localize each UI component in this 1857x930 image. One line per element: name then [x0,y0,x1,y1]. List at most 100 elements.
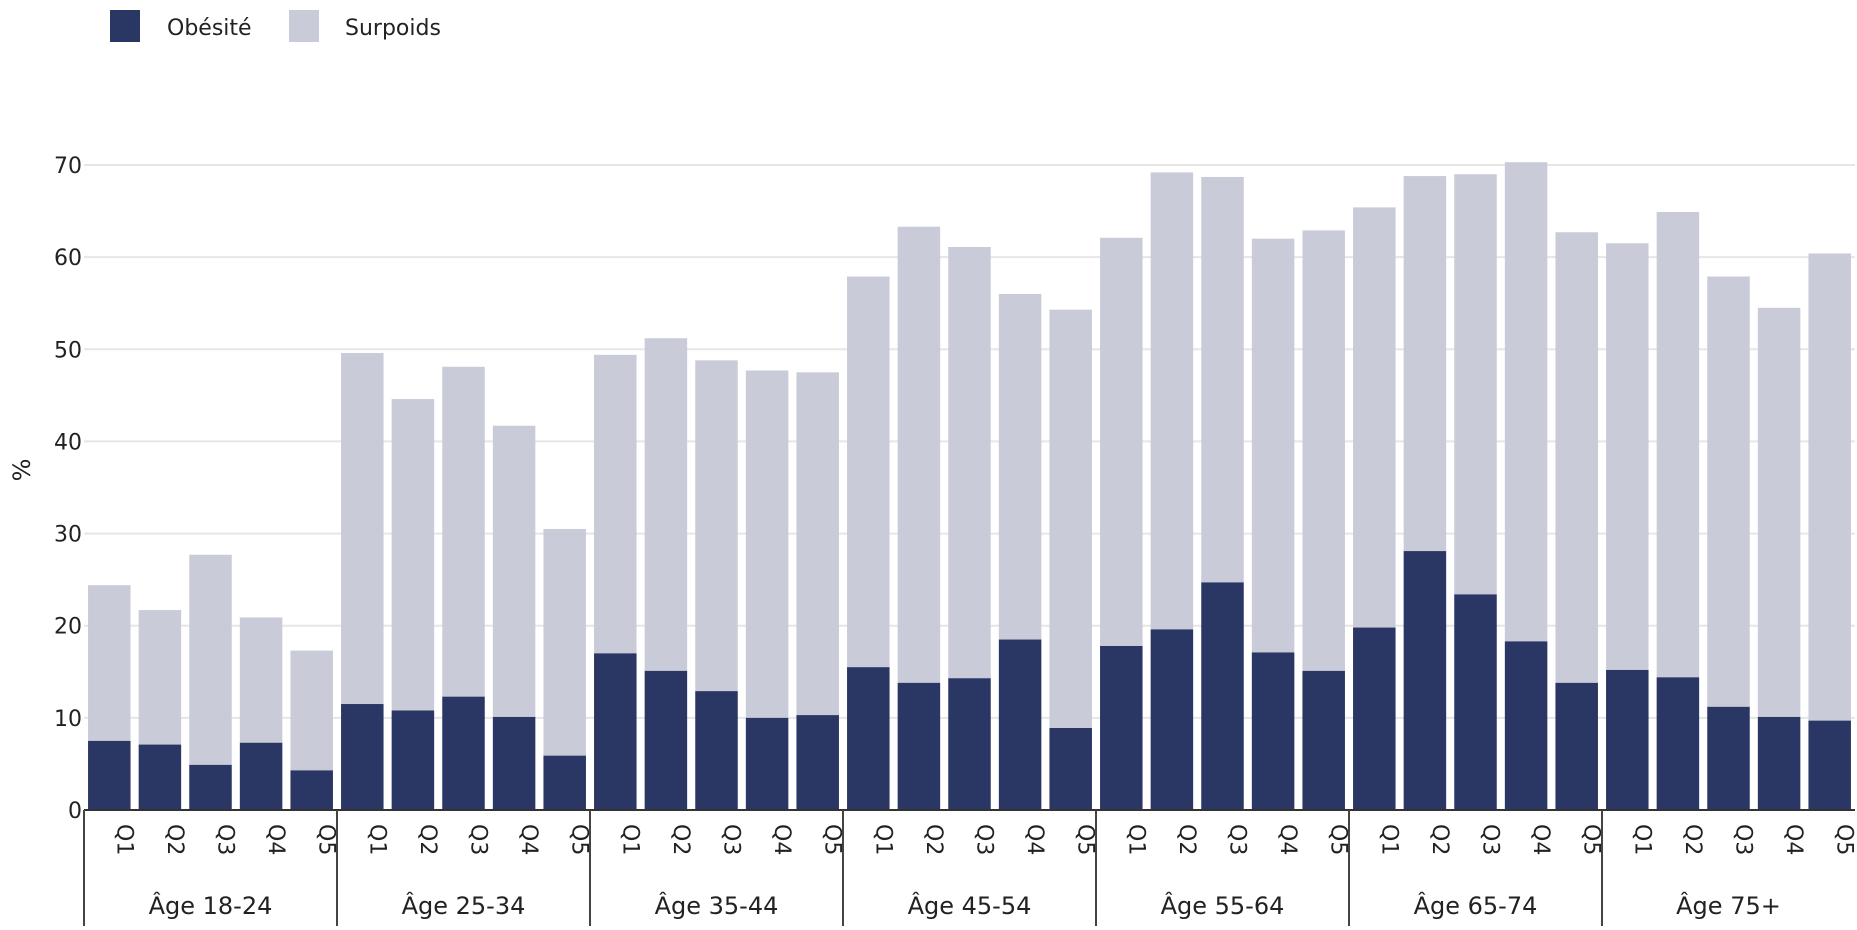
group-label: Âge 18-24 [149,891,273,920]
bar-obesite[interactable] [1757,716,1801,810]
legend-item-obesite[interactable]: Obésité [110,10,252,42]
bar-surpoids[interactable] [442,366,485,697]
group-label: Âge 75+ [1676,891,1781,920]
legend-swatch-obesite [110,10,140,42]
legend-item-surpoids[interactable]: Surpoids [289,10,441,42]
bar-obesite[interactable] [796,715,839,810]
x-tick-label: Q3 [466,824,491,855]
bar-surpoids[interactable] [1656,211,1700,678]
x-tick-label: Q2 [668,824,693,855]
bar-obesite[interactable] [1150,629,1194,810]
bar-surpoids[interactable] [1808,253,1851,721]
bar-obesite[interactable] [442,696,485,810]
x-tick-label: Q2 [415,824,440,855]
bar-obesite[interactable] [594,653,637,810]
bar-obesite[interactable] [1454,594,1497,810]
x-tick-label: Q1 [1123,824,1148,855]
bar-obesite[interactable] [1403,551,1447,810]
bar-obesite[interactable] [1555,682,1598,810]
bar-obesite[interactable] [695,691,738,810]
x-tick-label: Q4 [1781,824,1806,855]
bar-obesite[interactable] [745,717,789,810]
bar-obesite[interactable] [1606,669,1649,810]
bar-surpoids[interactable] [138,610,182,745]
bar-obesite[interactable] [492,716,536,810]
bar-surpoids[interactable] [341,352,384,705]
bar-surpoids[interactable] [948,247,991,679]
bar-obesite[interactable] [1808,720,1851,810]
bar-obesite[interactable] [897,682,941,810]
bar-surpoids[interactable] [189,554,232,765]
bar-obesite[interactable] [1049,727,1092,810]
x-tick-label: Q1 [111,824,136,855]
bar-surpoids[interactable] [644,338,688,671]
bar-obesite[interactable] [847,667,890,810]
bar-obesite[interactable] [1251,652,1295,810]
bar-surpoids[interactable] [1707,276,1750,707]
legend-swatch-surpoids [289,10,319,42]
x-tick-label: Q2 [162,824,187,855]
bar-obesite[interactable] [290,770,333,810]
bar-obesite[interactable] [543,755,586,810]
bar-obesite[interactable] [1504,641,1548,810]
bar-obesite[interactable] [948,678,991,810]
bar-surpoids[interactable] [1403,176,1447,552]
bar-surpoids[interactable] [695,360,738,692]
x-tick-label: Q4 [1022,824,1047,855]
x-tick-label: Q2 [1427,824,1452,855]
bar-surpoids[interactable] [796,372,839,716]
x-tick-label: Q1 [364,824,389,855]
bar-obesite[interactable] [1302,670,1345,810]
bar-surpoids[interactable] [1100,237,1143,646]
legend-label-surpoids: Surpoids [345,16,441,41]
bar-obesite[interactable] [1201,582,1244,810]
bar-surpoids[interactable] [1302,230,1345,671]
bar-obesite[interactable] [644,670,688,810]
bar-obesite[interactable] [239,742,283,810]
x-tick-label: Q4 [1528,824,1553,855]
bar-obesite[interactable] [88,740,131,810]
bar-obesite[interactable] [1707,706,1750,810]
bar-surpoids[interactable] [1201,176,1244,583]
bar-obesite[interactable] [1353,627,1396,810]
bars [88,162,1851,810]
bar-surpoids[interactable] [1251,238,1295,653]
bar-obesite[interactable] [1100,645,1143,810]
legend: Obésité Surpoids [110,10,441,42]
bar-surpoids[interactable] [1606,243,1649,670]
bar-surpoids[interactable] [998,294,1042,640]
bar-surpoids[interactable] [290,650,333,771]
bar-surpoids[interactable] [1454,174,1497,595]
bar-surpoids[interactable] [543,528,586,756]
bar-obesite[interactable] [998,639,1042,810]
x-tick-label: Q4 [769,824,794,855]
bar-surpoids[interactable] [88,585,131,741]
bar-obesite[interactable] [1656,677,1700,810]
y-tick-label: 50 [54,338,82,363]
bar-obesite[interactable] [138,744,182,810]
bar-surpoids[interactable] [847,276,890,668]
y-tick-label: 70 [54,154,82,179]
bar-surpoids[interactable] [1504,162,1548,642]
x-tick-label: Q3 [1225,824,1250,855]
bar-surpoids[interactable] [745,370,789,718]
bar-surpoids[interactable] [492,425,536,717]
y-axis-ticks: 0 10 20 30 40 50 60 70 [54,154,82,824]
bar-obesite[interactable] [391,710,435,810]
bar-surpoids[interactable] [1757,307,1801,717]
bar-surpoids[interactable] [239,617,283,743]
bar-surpoids[interactable] [1555,232,1598,683]
x-tick-label: Q4 [516,824,541,855]
x-tick-label: Q1 [870,824,895,855]
bar-obesite[interactable] [341,704,384,810]
bar-surpoids[interactable] [1150,172,1194,630]
x-tick-label: Q3 [1731,824,1756,855]
bar-surpoids[interactable] [1049,309,1092,728]
x-tick-label: Q4 [1275,824,1300,855]
bar-surpoids[interactable] [391,399,435,711]
x-tick-label: Q3 [1478,824,1503,855]
bar-surpoids[interactable] [594,354,637,654]
bar-surpoids[interactable] [1353,207,1396,628]
bar-surpoids[interactable] [897,226,941,683]
bar-obesite[interactable] [189,764,232,810]
